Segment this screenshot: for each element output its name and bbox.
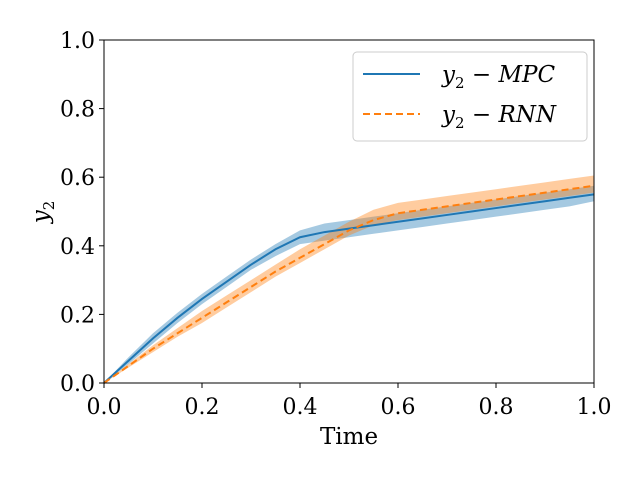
x-tick-label: 0.2 — [185, 395, 220, 420]
x-tick-label: 0.8 — [479, 395, 514, 420]
band-rnn — [104, 175, 594, 383]
x-axis-ticks: 0.0 0.2 0.4 0.6 0.8 1.0 — [87, 383, 612, 420]
y-tick-label: 0.8 — [60, 98, 95, 123]
y-tick-label: 0.4 — [60, 235, 95, 260]
legend: y2 − MPC y2 − RNN — [352, 51, 588, 142]
x-tick-label: 0.0 — [87, 395, 122, 420]
x-tick-label: 0.4 — [283, 395, 318, 420]
y-tick-label: 0.6 — [60, 166, 95, 191]
series-lines — [103, 184, 595, 384]
series-line-mpc — [103, 193, 595, 384]
legend-label-mpc: y2 − MPC — [441, 62, 555, 92]
plot-frame — [103, 39, 595, 384]
series-line-rnn — [103, 184, 595, 384]
y-axis-label: y2 — [28, 201, 58, 225]
y-axis-label-main: y — [28, 209, 54, 224]
y-axis-ticks: 0.0 0.2 0.4 0.6 0.8 1.0 — [60, 29, 104, 397]
confidence-bands — [104, 175, 594, 383]
y-tick-label: 0.0 — [60, 372, 95, 397]
x-tick-label: 0.6 — [381, 395, 416, 420]
legend-label-rnn: y2 − RNN — [441, 102, 557, 132]
y-tick-label: 0.2 — [60, 303, 95, 328]
x-tick-label: 1.0 — [577, 395, 612, 420]
y-axis-label-subscript: 2 — [40, 201, 58, 211]
y-tick-label: 1.0 — [60, 29, 95, 54]
x-axis-label: Time — [320, 424, 378, 450]
band-mpc — [104, 185, 594, 383]
